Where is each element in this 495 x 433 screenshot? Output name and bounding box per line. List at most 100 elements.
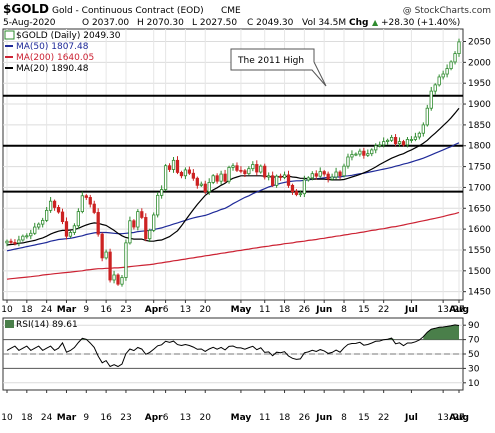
date-axis-bottom-label: 9: [83, 413, 89, 423]
date-axis-bottom-label: May: [231, 413, 252, 423]
date-axis-top-label: 9: [83, 305, 89, 315]
candle: [425, 104, 429, 127]
candle-body: [405, 139, 410, 146]
candle: [84, 194, 88, 200]
candle: [120, 274, 124, 287]
candle-body: [179, 172, 184, 177]
candle-body: [100, 233, 104, 259]
candle-body: [219, 173, 223, 182]
candle: [386, 138, 390, 145]
candle-body: [334, 171, 338, 178]
candle-body: [314, 173, 318, 177]
date-axis-top-label: 23: [120, 305, 131, 315]
date-axis-top-label: 10: [1, 305, 13, 315]
candle: [350, 150, 354, 161]
candle: [72, 223, 77, 235]
candle-body: [227, 167, 231, 182]
candle-body: [310, 173, 314, 179]
candle-body: [96, 212, 100, 235]
legend-ma20: MA(20) 1890.48: [16, 64, 89, 74]
candle-body: [21, 235, 25, 241]
candle: [310, 171, 314, 181]
candle: [171, 156, 176, 173]
candle-body: [382, 141, 386, 146]
price-tick-label: 2000: [468, 58, 491, 68]
date-axis-bottom-label: Aug: [449, 413, 469, 423]
candle: [41, 217, 45, 228]
candle: [207, 178, 211, 195]
candle: [199, 181, 203, 188]
candle: [29, 229, 33, 240]
legend-ma200: MA(200) 1640.05: [16, 53, 94, 63]
candle-body: [425, 107, 429, 126]
candle-body: [251, 164, 255, 170]
candle: [267, 172, 271, 181]
candle: [191, 169, 195, 181]
rsi-tick-label: 50: [468, 350, 480, 360]
candle: [445, 64, 449, 78]
date-axis-top-label: Mar: [57, 305, 77, 315]
quote-low: L 2027.50: [192, 18, 237, 28]
candle-body: [160, 189, 164, 196]
candle-body: [41, 219, 45, 225]
candle: [187, 166, 192, 175]
price-tick-label: 1850: [468, 121, 491, 131]
date-axis-bottom-label: 27: [453, 413, 464, 423]
date-axis-top-label: 27: [453, 305, 464, 315]
price-tick-label: 1650: [468, 204, 491, 214]
candle: [227, 165, 231, 184]
candle: [401, 139, 406, 147]
candle: [21, 234, 25, 242]
rsi-plot: [6, 324, 460, 368]
candle: [263, 163, 267, 180]
rsi-tick-label: 70: [468, 336, 480, 346]
candle: [322, 169, 326, 177]
candle: [108, 248, 112, 283]
date-axis-top-label: 13: [180, 305, 191, 315]
candle-body: [267, 175, 271, 178]
candle: [354, 152, 358, 157]
rsi-tick-label: 10: [468, 379, 480, 389]
candle-body: [140, 211, 144, 218]
date-axis-bottom-label: 20: [453, 413, 465, 423]
candle-body: [413, 136, 418, 140]
rsi-legend: RSI(14) 89.61: [16, 320, 78, 330]
candle: [156, 192, 160, 218]
candle-body: [5, 240, 9, 244]
rsi-axis: 10 30 50 70 90: [463, 321, 480, 389]
candle-body: [417, 132, 421, 138]
candle-body: [259, 165, 263, 173]
candle-body: [33, 226, 37, 234]
quote-high: H 2070.30: [137, 18, 184, 28]
candle: [382, 137, 386, 148]
candle: [17, 235, 21, 247]
candle-body: [235, 165, 239, 171]
date-axis-bottom-label: 22: [378, 413, 389, 423]
candle-body: [433, 84, 437, 92]
candle: [235, 162, 239, 173]
candle-body: [429, 90, 433, 109]
candle-body: [203, 183, 207, 192]
candle: [449, 60, 453, 71]
candle-body: [239, 169, 243, 172]
instrument-name: Gold - Continuous Contract (EOD): [52, 6, 204, 16]
candle-body: [278, 175, 283, 178]
candle-body: [45, 209, 49, 221]
candle-body: [29, 232, 33, 237]
candle-body: [374, 145, 378, 151]
candle: [409, 136, 414, 143]
candle: [393, 134, 398, 147]
date-axis-top-label: May: [231, 305, 252, 315]
candle: [76, 208, 80, 230]
candle-body: [282, 174, 287, 178]
candle-body: [13, 242, 17, 244]
quote-volume: Vol 34.5M: [302, 18, 346, 28]
price-tick-label: 1950: [468, 79, 491, 89]
price-tick-label: 1600: [468, 225, 491, 235]
candle: [374, 143, 378, 154]
candle-body: [255, 164, 259, 173]
candle-body: [389, 136, 394, 141]
date-axis-bottom: 10 18 24 Mar 9 16 23 Apr 6 13 20 May 11 18 26 Jun 8 15 22 J…: [1, 389, 469, 423]
candle-body: [318, 171, 322, 177]
